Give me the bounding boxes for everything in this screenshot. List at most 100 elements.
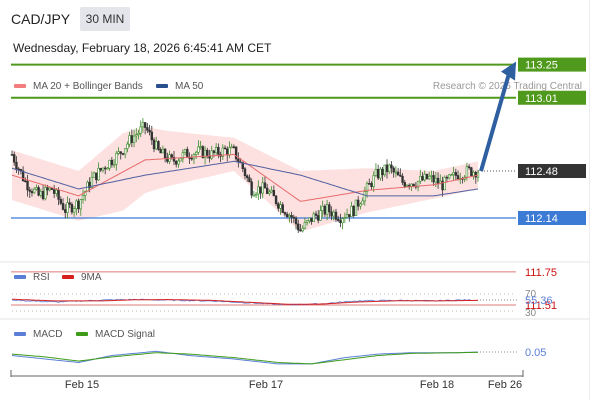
candle-body [234,146,238,160]
candle-body [319,210,322,221]
candle-body [13,154,16,163]
candle-body [467,166,471,169]
candle-body [281,204,284,213]
attribution-text: Research © 2026 Trading Central [432,81,582,92]
candle-body [252,194,256,197]
candle-body [243,168,247,177]
x-tick-label: Feb 17 [249,379,283,391]
candle-body [214,146,218,153]
candle-body [314,213,318,216]
price-label: 113.25 [525,60,558,72]
candle-body [365,183,369,192]
candle-body [197,146,200,153]
candle-body [64,209,67,213]
candle-body [26,181,29,191]
candle-body [356,199,360,207]
candle-body [79,199,82,210]
candle-body [117,151,120,154]
candle-body [150,131,153,141]
candle-body [323,205,327,215]
candle-body [427,175,431,180]
legend-swatch [76,332,88,337]
candle-body [44,187,47,200]
candle-body [248,177,251,183]
candle-body [141,122,145,128]
candle-body [66,202,69,213]
candle-body [106,167,109,170]
x-axis: Feb 15 Feb 17 Feb 18 Feb 26 [10,370,524,391]
candle-body [301,227,304,232]
forecast-arrow-head [501,61,516,81]
candle-body [305,220,309,223]
interval-button[interactable]: 30 MIN [80,7,130,31]
candle-body [297,223,300,231]
candle-body [332,211,335,217]
candle-body [177,160,180,165]
candle-body [268,191,271,194]
candle-body [474,171,477,178]
candle-body [99,167,102,171]
candle-body [388,164,391,172]
candle-body [257,186,260,195]
candle-body [376,169,380,179]
candle-body [95,172,98,181]
candle-body [203,149,207,159]
candle-body [441,180,444,191]
legend-label: MACD [33,329,63,340]
candle-body [270,189,273,193]
rsi-panel: 70 55.36 30 [11,289,553,319]
rsi-9ma-line [12,298,478,305]
candle-body [285,213,289,218]
legend-label: MA 50 [175,81,204,92]
legend-macd: MACD [14,329,62,340]
legend-rsi: RSI [14,272,50,283]
legend-swatch [14,332,26,337]
rsi-line [11,298,479,306]
candle-body [421,176,424,181]
candle-body [310,217,313,222]
price-label: 112.14 [525,213,558,225]
candle-body [110,159,114,166]
candle-body [354,199,358,216]
candle-body [181,152,185,160]
candle-body [157,141,160,150]
candle-body [434,177,438,183]
candle-body [452,172,455,175]
price-label-box [518,210,586,225]
rsi-level-70: 70 [525,289,537,300]
candle-body [359,203,362,207]
candle-body [123,148,127,155]
candle-body [35,187,38,190]
candle-body [115,152,118,165]
candle-body [28,189,31,192]
candle-body [363,191,367,202]
candle-body [32,188,36,194]
legend-label: 9MA [81,272,102,283]
candle-body [155,141,158,150]
candle-body [396,171,400,176]
candle-body [263,182,267,189]
candle-body [148,129,151,133]
timestamp: Wednesday, February 18, 2026 6:45:41 AM … [13,41,272,55]
candle-body [317,215,320,221]
candle-body [170,154,173,158]
candle-body [132,135,136,143]
candle-body [194,151,198,155]
candle-body [119,151,122,154]
candle-body [146,127,149,131]
rsi-current-value: 55.36 [525,295,553,307]
legend-label: RSI [33,272,50,283]
candle-body [416,180,420,188]
forecast-arrow [479,61,516,172]
candle-body [334,211,338,220]
candle-body [368,183,371,185]
candle-body [183,149,187,153]
rsi-level-30: 30 [525,308,537,319]
candle-body [21,170,25,182]
candle-body [163,148,167,159]
candle-body [77,200,80,210]
candle-body [228,147,231,156]
candle-body [15,161,18,170]
